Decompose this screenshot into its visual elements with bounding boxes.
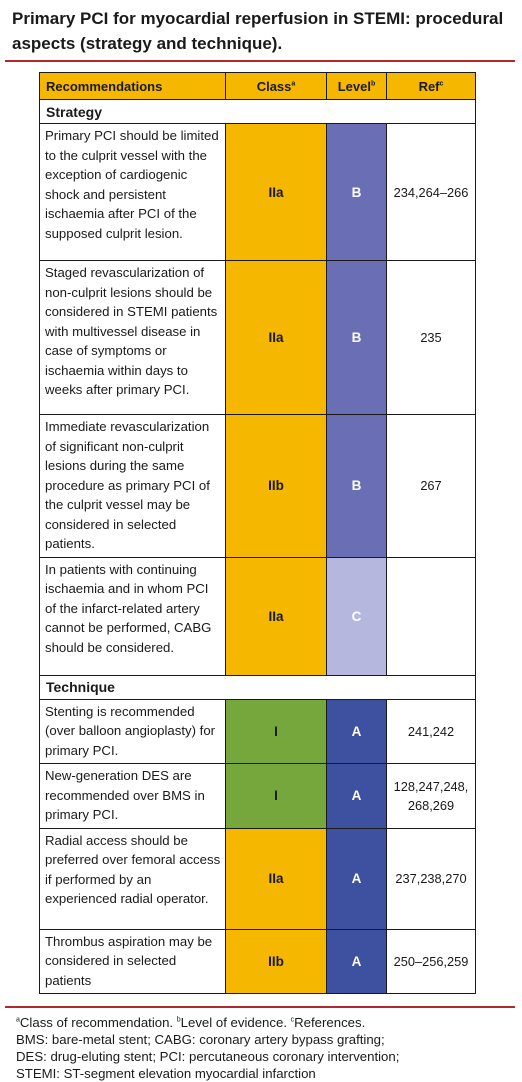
recommendation-text: In patients with continuing ischaemia an…: [39, 556, 226, 676]
level-cell: A: [326, 763, 387, 829]
recommendation-text: Radial access should be preferred over f…: [39, 827, 226, 930]
table-row: Radial access should be preferred over f…: [39, 827, 476, 930]
class-cell: I: [225, 698, 327, 764]
table-row: In patients with continuing ischaemia an…: [39, 556, 476, 676]
ref-cell: [386, 556, 476, 676]
recommendation-text: Staged revascularization of non-culprit …: [39, 260, 226, 415]
table-row: Immediate revascularization of significa…: [39, 414, 476, 558]
recommendations-table: Recommendations Classa Levelb Refc Strat…: [39, 72, 476, 994]
footnotes: aClass of recommendation. bLevel of evid…: [16, 1014, 516, 1082]
footnote-a: Class of recommendation.: [19, 1015, 177, 1030]
header-ref: Refc: [386, 72, 476, 100]
header-ref-sup: c: [439, 80, 444, 88]
recommendation-text: Immediate revascularization of significa…: [39, 414, 226, 558]
footnote-a-mark: a: [16, 1016, 20, 1024]
class-cell: IIb: [225, 414, 327, 558]
header-level-sup: b: [370, 80, 376, 88]
level-cell: A: [326, 698, 387, 764]
class-cell: IIa: [225, 123, 327, 261]
ref-cell: 250–256,259: [386, 928, 476, 994]
ref-cell: 241,242: [386, 698, 476, 764]
recommendation-text: Stenting is recommended (over balloon an…: [39, 698, 226, 764]
table-row: Stenting is recommended (over balloon an…: [39, 698, 476, 764]
ref-cell: 234,264–266: [386, 123, 476, 261]
class-cell: IIb: [225, 928, 327, 994]
footnote-b-mark: b: [176, 1016, 181, 1024]
header-level-label: Level: [337, 78, 371, 94]
class-cell: IIa: [225, 556, 327, 676]
level-cell: B: [326, 260, 387, 415]
table-row: Primary PCI should be limited to the cul…: [39, 123, 476, 261]
class-cell: IIa: [225, 827, 327, 930]
class-cell: IIa: [225, 260, 327, 415]
ref-cell: 237,238,270: [386, 827, 476, 930]
ref-cell: 128,247,248, 268,269: [386, 763, 476, 829]
section-strategy: Strategy: [39, 99, 476, 124]
level-cell: B: [326, 123, 387, 261]
header-class-label: Class: [256, 78, 292, 94]
section-row: Technique: [39, 674, 476, 700]
bottom-divider: [5, 1006, 515, 1008]
ref-cell: 267: [386, 414, 476, 558]
level-cell: A: [326, 827, 387, 930]
header-class: Classa: [225, 72, 327, 100]
page-title: Primary PCI for myocardial reperfusion i…: [12, 9, 504, 53]
footnote-c-mark: c: [290, 1016, 295, 1024]
section-technique: Technique: [39, 674, 476, 700]
table-row: Thrombus aspiration may be considered in…: [39, 928, 476, 994]
footnote-line-3: DES: drug-eluting stent; PCI: percutaneo…: [16, 1049, 400, 1064]
recommendation-text: Primary PCI should be limited to the cul…: [39, 123, 226, 261]
footnote-line-4: STEMI: ST-segment elevation myocardial i…: [16, 1066, 316, 1081]
footnote-line-2: BMS: bare-metal stent; CABG: coronary ar…: [16, 1032, 385, 1047]
header-level: Levelb: [326, 72, 387, 100]
level-cell: A: [326, 928, 387, 994]
header-ref-label: Ref: [418, 78, 440, 94]
recommendation-text: Thrombus aspiration may be considered in…: [39, 928, 226, 994]
level-cell: C: [326, 556, 387, 676]
ref-cell: 235: [386, 260, 476, 415]
recommendation-text: New-generation DES are recommended over …: [39, 763, 226, 829]
footnote-c: References.: [294, 1015, 366, 1030]
table-row: Staged revascularization of non-culprit …: [39, 260, 476, 415]
footnote-b: Level of evidence.: [180, 1015, 291, 1030]
header-recommendations: Recommendations: [39, 72, 226, 100]
level-cell: B: [326, 414, 387, 558]
footnote-line-1: aClass of recommendation. bLevel of evid…: [16, 1014, 516, 1031]
class-cell: I: [225, 763, 327, 829]
header-class-sup: a: [291, 80, 296, 88]
top-divider: [5, 60, 515, 62]
table-row: New-generation DES are recommended over …: [39, 763, 476, 829]
section-row: Strategy: [39, 99, 476, 124]
table-header-row: Recommendations Classa Levelb Refc: [39, 72, 476, 100]
